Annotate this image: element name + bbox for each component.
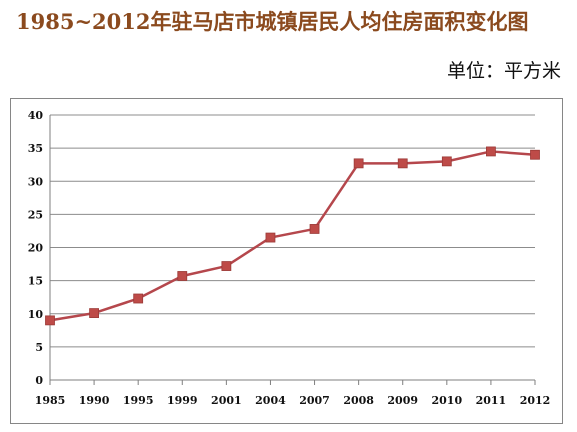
x-tick-label: 2004 xyxy=(255,394,286,407)
x-tick-label: 2001 xyxy=(211,394,242,407)
data-point-1999 xyxy=(177,271,188,281)
data-point-2012 xyxy=(530,149,540,160)
y-tick-label: 20 xyxy=(28,242,44,255)
data-point-2010 xyxy=(441,156,452,167)
x-tick-label: 2010 xyxy=(432,394,463,407)
data-point-1990 xyxy=(89,308,99,318)
data-point-1985 xyxy=(45,315,55,326)
y-tick-label: 5 xyxy=(35,341,43,354)
data-point-2001 xyxy=(221,261,232,271)
data-point-1995 xyxy=(133,293,144,304)
unit-label: 单位：平方米 xyxy=(446,60,561,82)
y-tick-label: 30 xyxy=(28,175,44,188)
data-point-2004 xyxy=(265,232,276,243)
data-point-2009 xyxy=(397,158,408,169)
x-tick-label: 2011 xyxy=(476,394,507,407)
y-tick-label: 0 xyxy=(35,374,43,387)
x-tick-label: 2009 xyxy=(387,394,418,407)
x-tick-label: 1999 xyxy=(167,394,198,407)
y-tick-label: 40 xyxy=(28,109,44,122)
data-point-2011 xyxy=(486,146,496,157)
chart-frame xyxy=(10,98,563,424)
data-point-2008 xyxy=(353,158,364,169)
data-point-2007 xyxy=(309,224,320,234)
y-tick-label: 25 xyxy=(28,208,43,221)
x-tick-label: 2012 xyxy=(520,394,551,407)
chart-title: 1985~2012年驻马店市城镇居民人均住房面积变化图 xyxy=(16,9,529,34)
x-tick-label: 1985 xyxy=(35,394,66,407)
y-tick-label: 35 xyxy=(28,142,43,155)
y-tick-label: 15 xyxy=(28,275,43,288)
y-tick-label: 10 xyxy=(28,308,44,321)
x-tick-label: 2008 xyxy=(343,394,374,407)
series-line xyxy=(49,150,536,322)
x-tick-label: 1995 xyxy=(123,394,154,407)
x-tick-label: 1990 xyxy=(79,394,110,407)
x-tick-label: 2007 xyxy=(299,394,330,407)
